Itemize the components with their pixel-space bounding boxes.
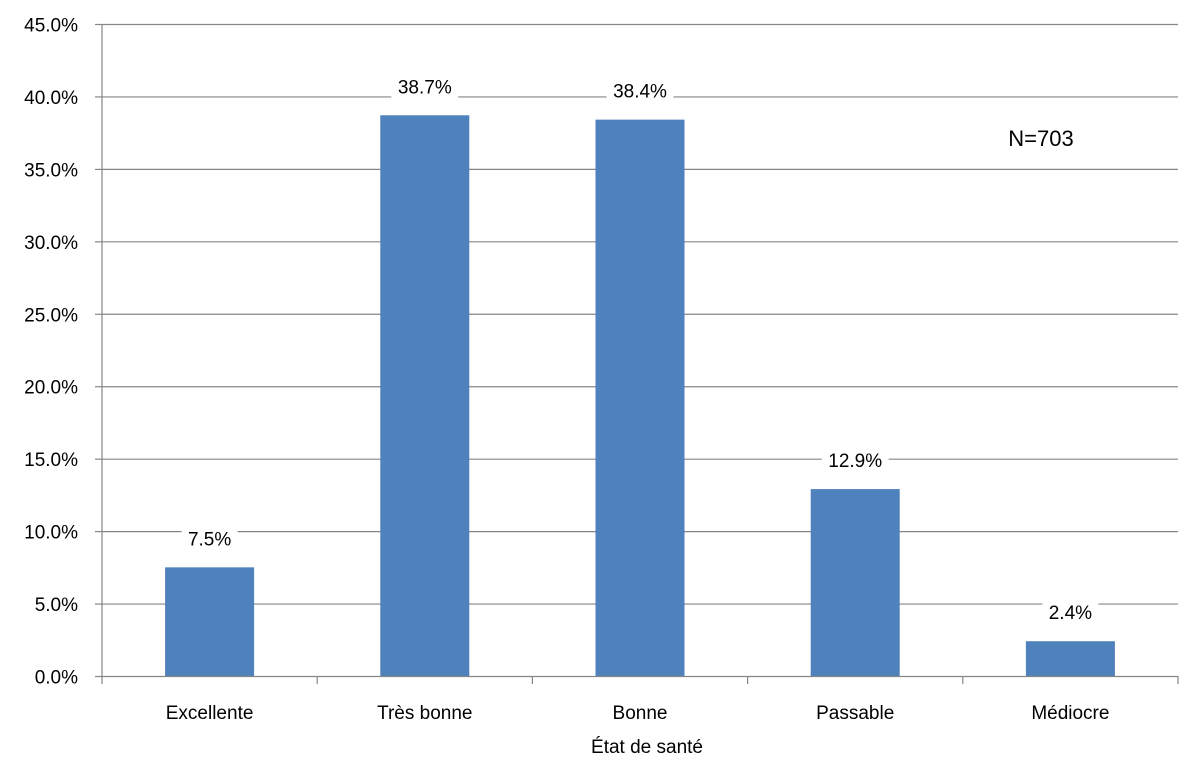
axes — [95, 23, 1179, 684]
y-tick-label: 35.0% — [24, 160, 78, 181]
labels: 0.0% 5.0% 10.0% 15.0% 20.0% 25.0% 30.0% 35.0% 40… — [24, 16, 1109, 725]
y-tick-label: 10.0% — [24, 523, 78, 544]
data-label-background — [821, 447, 889, 476]
data-label-background — [391, 73, 459, 102]
x-axis-title: État de santé — [591, 737, 703, 758]
data-label: 2.4% — [1049, 603, 1092, 624]
sample-size-annotation: N=703 — [1008, 126, 1073, 151]
x-category-label: Très bonne — [377, 703, 472, 724]
data-label: 7.5% — [188, 529, 231, 550]
y-tick-label: 25.0% — [24, 305, 78, 326]
bar — [595, 119, 685, 677]
data-label-background — [606, 77, 674, 106]
y-tick-label: 20.0% — [24, 378, 78, 399]
x-category-label: Passable — [816, 703, 894, 724]
y-tick-label: 0.0% — [35, 668, 78, 689]
y-tick-label: 30.0% — [24, 233, 78, 254]
bar — [810, 489, 900, 676]
data-label: 38.4% — [613, 82, 667, 103]
y-tick-label: 5.0% — [35, 595, 78, 616]
data-label: 38.7% — [398, 77, 452, 98]
y-tick-label: 40.0% — [24, 88, 78, 109]
bar — [1025, 641, 1115, 676]
data-label-background — [181, 525, 238, 554]
data-label: 12.9% — [828, 451, 882, 472]
bar — [380, 115, 470, 676]
x-category-label: Médiocre — [1031, 703, 1109, 724]
bars — [165, 115, 1115, 677]
data-label-background — [1042, 599, 1099, 628]
y-tick-label: 15.0% — [24, 450, 78, 471]
bar — [165, 567, 255, 676]
x-category-label: Excellente — [166, 703, 254, 724]
y-tick-label: 45.0% — [24, 16, 78, 37]
x-category-label: Bonne — [613, 703, 668, 724]
